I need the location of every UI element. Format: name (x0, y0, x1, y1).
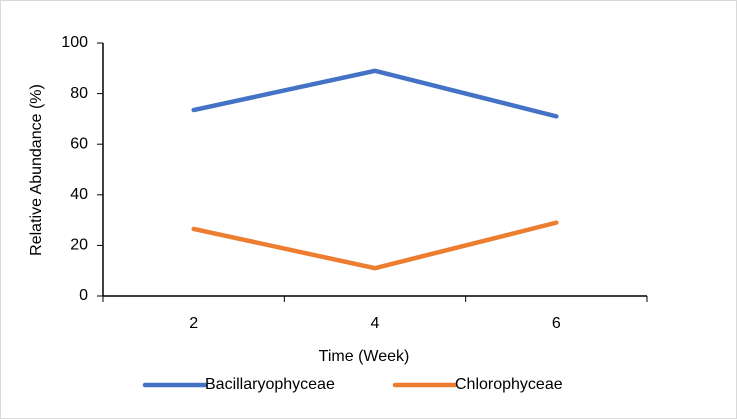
x-tick-label: 4 (371, 315, 380, 332)
y-tick-label: 100 (61, 34, 88, 51)
x-axis-title: Time (Week) (319, 348, 410, 365)
y-tick-label: 60 (70, 135, 88, 152)
y-tick-label: 0 (79, 287, 88, 304)
legend-label: Bacillaryophyceae (205, 376, 335, 393)
x-tick-label: 2 (189, 315, 198, 332)
line-series (191, 220, 559, 271)
legend-label: Chlorophyceae (455, 376, 563, 393)
x-tick-label: 6 (552, 315, 561, 332)
y-tick-label: 80 (70, 85, 88, 102)
y-tick-label: 40 (70, 186, 88, 203)
y-axis-title: Relative Abundance (%) (28, 84, 45, 256)
line-series (191, 68, 559, 119)
y-tick-label: 20 (70, 237, 88, 254)
